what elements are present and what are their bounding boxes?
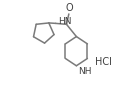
Text: NH: NH: [78, 67, 91, 76]
Text: O: O: [66, 3, 74, 13]
Text: HCl: HCl: [95, 57, 112, 67]
Text: HN: HN: [58, 17, 72, 26]
